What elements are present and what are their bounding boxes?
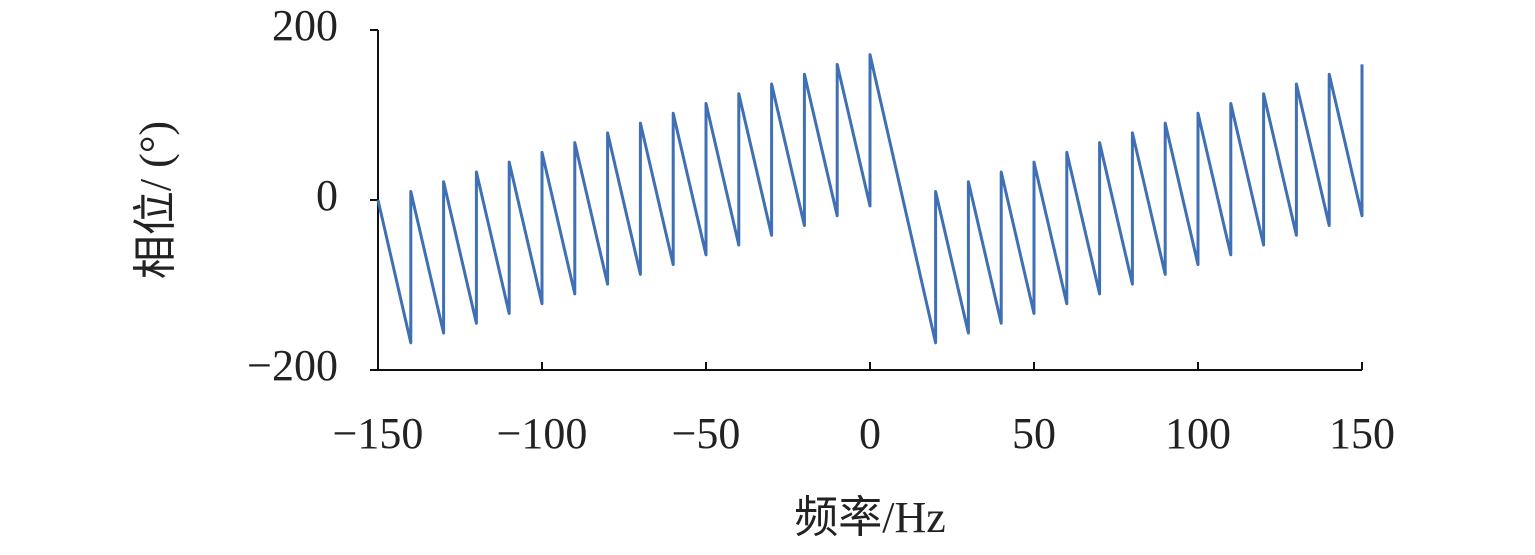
x-tick-label: −100: [497, 409, 588, 458]
x-tick-label: 50: [1012, 409, 1056, 458]
x-tick-label: 0: [859, 409, 881, 458]
y-tick-label: 200: [272, 1, 338, 50]
x-tick-label: −50: [672, 409, 741, 458]
x-tick-label: 150: [1329, 409, 1395, 458]
x-tick-label: −150: [333, 409, 424, 458]
y-tick-label: −200: [247, 341, 338, 390]
y-axis-label: 相位/ (°): [131, 121, 180, 279]
y-tick-label: 0: [316, 171, 338, 220]
x-axis-label: 频率/Hz: [794, 493, 946, 542]
x-tick-label: 100: [1165, 409, 1231, 458]
data-line: [376, 53, 1364, 345]
